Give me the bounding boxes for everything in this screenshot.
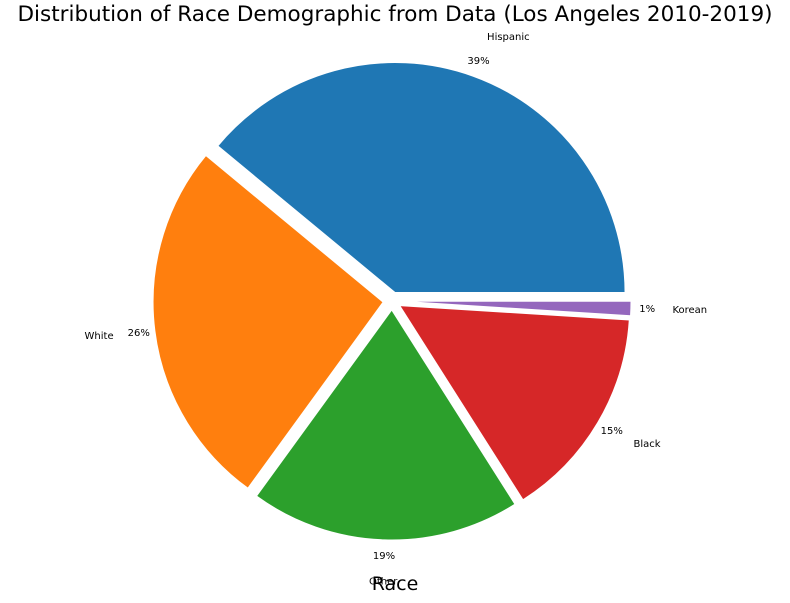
pie-slice-korean [400, 300, 632, 317]
category-label-black: Black [634, 439, 661, 450]
category-label-hispanic: Hispanic [487, 32, 530, 43]
pie-slice-black [398, 305, 630, 501]
category-label-korean: Korean [672, 305, 707, 316]
percent-label-hispanic: 39% [467, 56, 489, 67]
pie-slice-hispanic [217, 62, 626, 294]
category-label-other: Other [369, 576, 398, 587]
percent-label-korean: 1% [639, 304, 655, 315]
percent-label-white: 26% [128, 328, 150, 339]
category-label-white: White [85, 331, 114, 342]
percent-label-black: 15% [601, 426, 623, 437]
pie-slice-other [255, 309, 516, 541]
x-axis-label: Race [371, 573, 419, 595]
chart-title: Distribution of Race Demographic from Da… [17, 2, 773, 27]
percent-label-other: 19% [373, 551, 395, 562]
pie-slice-white [152, 154, 384, 489]
